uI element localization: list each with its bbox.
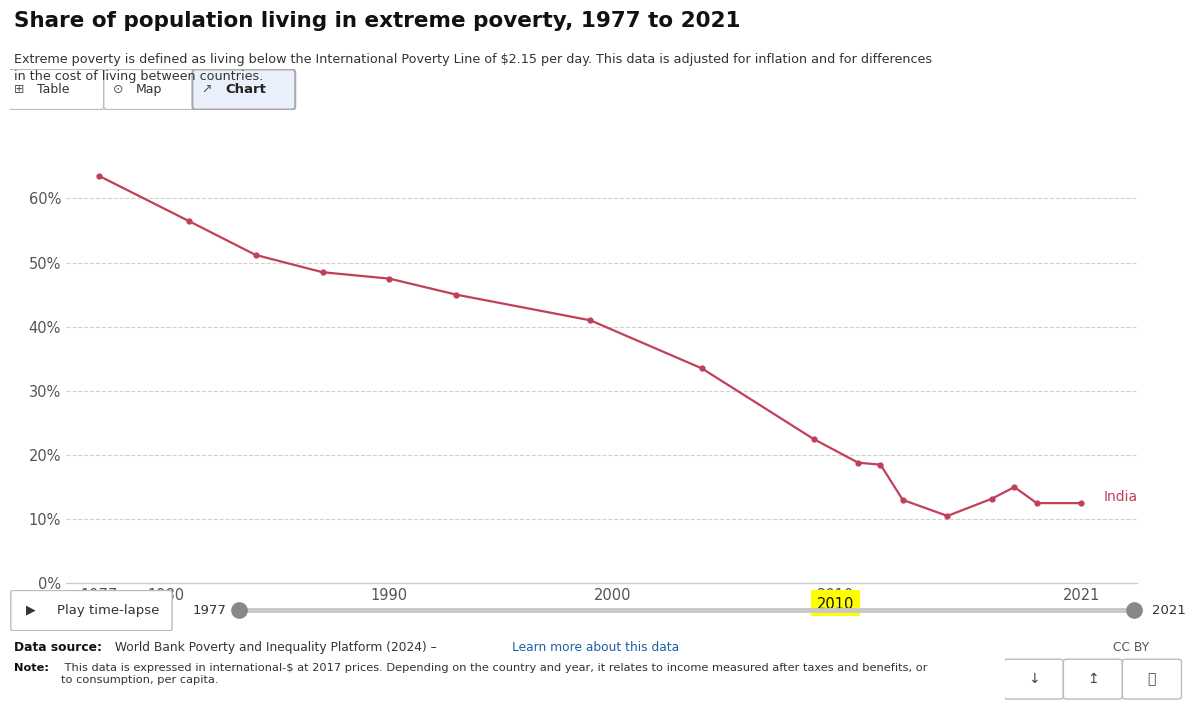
FancyBboxPatch shape (74, 590, 124, 616)
FancyBboxPatch shape (6, 69, 104, 110)
Text: in Data: in Data (1078, 50, 1134, 64)
Text: ▶: ▶ (26, 604, 36, 617)
Text: Extreme poverty is defined as living below the International Poverty Line of $2.: Extreme poverty is defined as living bel… (14, 53, 932, 83)
FancyBboxPatch shape (104, 69, 195, 110)
Text: World Bank Poverty and Inequality Platform (2024) –: World Bank Poverty and Inequality Platfo… (111, 641, 440, 654)
FancyBboxPatch shape (812, 590, 861, 616)
FancyBboxPatch shape (1123, 659, 1181, 699)
Text: ↥: ↥ (1087, 672, 1099, 686)
Text: 1977: 1977 (80, 597, 119, 612)
FancyBboxPatch shape (193, 69, 296, 110)
Text: 2021: 2021 (1152, 604, 1186, 617)
FancyBboxPatch shape (1063, 659, 1123, 699)
Text: Data source:: Data source: (14, 641, 103, 654)
Text: CC BY: CC BY (1113, 641, 1149, 654)
FancyBboxPatch shape (11, 590, 172, 631)
Text: ⊞: ⊞ (14, 83, 25, 95)
Text: Learn more about this data: Learn more about this data (512, 641, 680, 654)
Text: Share of population living in extreme poverty, 1977 to 2021: Share of population living in extreme po… (14, 11, 741, 30)
Text: 1977: 1977 (193, 604, 226, 617)
Text: Chart: Chart (226, 83, 267, 95)
Text: 2010: 2010 (818, 597, 855, 612)
Text: Map: Map (136, 83, 163, 95)
Text: Play time-lapse: Play time-lapse (56, 604, 159, 617)
Text: ⊙: ⊙ (113, 83, 123, 95)
Text: India: India (1104, 490, 1138, 503)
Text: ⛶: ⛶ (1148, 672, 1156, 686)
Text: ↓: ↓ (1028, 672, 1040, 686)
Text: ↗: ↗ (201, 83, 212, 95)
Text: This data is expressed in international-$ at 2017 prices. Depending on the count: This data is expressed in international-… (61, 663, 928, 685)
Text: Note:: Note: (14, 663, 49, 673)
Text: Our World: Our World (1068, 29, 1144, 42)
FancyBboxPatch shape (1004, 659, 1063, 699)
Text: Table: Table (37, 83, 69, 95)
